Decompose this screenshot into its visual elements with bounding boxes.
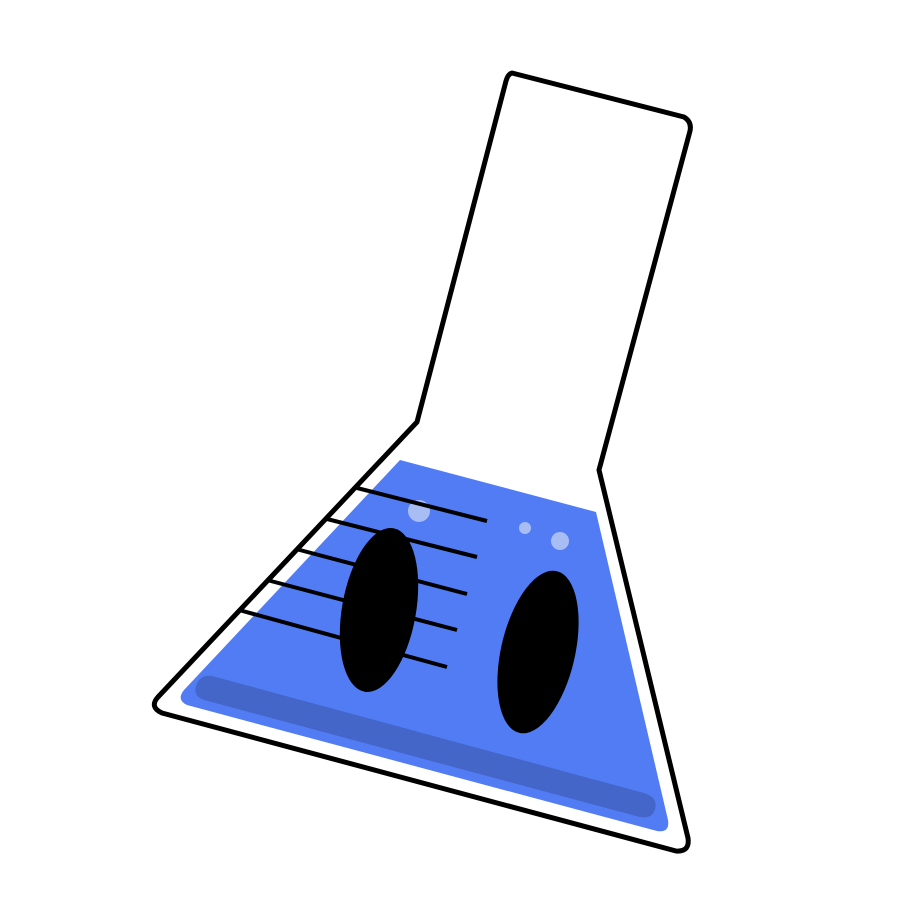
flask-liquid <box>180 460 669 832</box>
bubble <box>551 532 569 550</box>
graduation-line <box>295 547 468 596</box>
graduation-line <box>266 578 458 632</box>
right-eye <box>497 570 579 734</box>
bubble <box>519 522 531 534</box>
liquid-shadow <box>195 675 656 818</box>
graduation-marks <box>238 486 488 669</box>
graduation-line <box>356 486 488 523</box>
graduation-line <box>238 608 448 669</box>
graduation-line <box>326 517 478 559</box>
